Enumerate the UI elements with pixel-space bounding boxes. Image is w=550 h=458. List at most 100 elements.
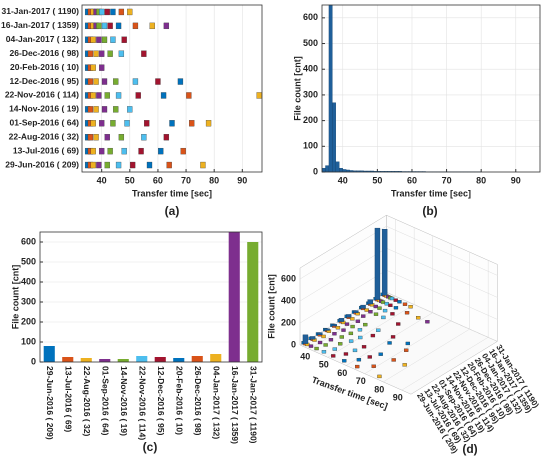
point bbox=[132, 78, 139, 85]
point bbox=[331, 354, 336, 358]
y-tick-label: 100 bbox=[303, 141, 318, 151]
point bbox=[348, 331, 354, 336]
bar bbox=[338, 318, 345, 322]
point bbox=[397, 300, 402, 304]
point bbox=[121, 36, 127, 43]
point bbox=[163, 22, 170, 30]
point bbox=[355, 364, 360, 369]
point bbox=[132, 22, 139, 30]
x-tick-label: 22-Nov-2016 ( 114) bbox=[138, 366, 148, 440]
point bbox=[107, 147, 113, 155]
point bbox=[350, 317, 355, 321]
point bbox=[87, 78, 94, 85]
point bbox=[373, 304, 378, 309]
point bbox=[393, 298, 398, 302]
point bbox=[341, 328, 346, 332]
x-tick-label: 50 bbox=[372, 175, 382, 185]
panel-label: (d) bbox=[462, 442, 477, 456]
bar bbox=[324, 328, 330, 331]
point bbox=[96, 161, 102, 169]
y-tick-label: 22-Aug-2016 ( 32) bbox=[9, 131, 80, 141]
y-tick-label: 04-Jan-2017 ( 132) bbox=[6, 34, 79, 44]
bar bbox=[173, 358, 185, 362]
point bbox=[99, 50, 105, 57]
x-tick-label: 22-Aug-2016 ( 32) bbox=[82, 366, 92, 437]
bar bbox=[210, 354, 222, 362]
point bbox=[384, 302, 389, 306]
bar bbox=[325, 165, 330, 173]
point bbox=[101, 106, 108, 113]
x-axis-label: Transfer time [sec] bbox=[391, 188, 471, 198]
point bbox=[93, 134, 99, 141]
bar bbox=[381, 229, 388, 296]
point bbox=[90, 36, 96, 43]
point bbox=[381, 315, 386, 320]
x-tick-label: 31-Jan-2017 ( 1190) bbox=[249, 366, 259, 444]
point bbox=[200, 161, 206, 169]
bar bbox=[302, 334, 309, 344]
y-tick-label: 16-Jan-2017 ( 1359) bbox=[1, 20, 79, 30]
y-tick-label: 200 bbox=[21, 316, 36, 326]
bar bbox=[43, 346, 55, 362]
x-tick-label: 70 bbox=[442, 175, 452, 185]
y-tick-label: 01-Sep-2016 ( 64) bbox=[10, 118, 80, 128]
x-tick-label: 80 bbox=[209, 175, 219, 185]
y-tick-label: 400 bbox=[21, 276, 36, 286]
bar bbox=[117, 359, 129, 362]
x-tick-label: 80 bbox=[374, 384, 384, 394]
y-tick-label: 29-Jun-2016 ( 209) bbox=[5, 159, 79, 169]
point bbox=[376, 328, 381, 332]
y-axis-label: File count [cnt] bbox=[292, 56, 302, 121]
point bbox=[160, 92, 167, 99]
point bbox=[342, 359, 347, 363]
point bbox=[163, 134, 170, 141]
point bbox=[107, 22, 113, 30]
point bbox=[332, 332, 337, 336]
panel-label: (c) bbox=[143, 440, 158, 454]
y-tick-label: 500 bbox=[21, 256, 36, 266]
x-tick-label: 50 bbox=[319, 360, 329, 370]
bar bbox=[360, 304, 366, 309]
point bbox=[317, 340, 323, 345]
y-tick-label: 26-Dec-2016 ( 98) bbox=[10, 48, 80, 58]
point bbox=[415, 316, 421, 320]
point bbox=[177, 78, 184, 85]
point bbox=[328, 338, 334, 342]
point bbox=[402, 302, 408, 306]
point bbox=[186, 92, 192, 99]
bar bbox=[62, 357, 74, 362]
z-tick-label: 0 bbox=[291, 339, 296, 349]
bar bbox=[317, 332, 323, 336]
point bbox=[99, 64, 105, 71]
z-tick-label: 600 bbox=[281, 273, 296, 283]
point bbox=[90, 161, 96, 169]
y-tick-label: 22-Nov-2016 ( 114) bbox=[5, 90, 79, 100]
point bbox=[335, 326, 341, 330]
point bbox=[408, 305, 413, 309]
x-tick-label: 80 bbox=[476, 175, 486, 185]
point bbox=[377, 374, 382, 379]
bar bbox=[247, 242, 259, 362]
point bbox=[367, 355, 372, 359]
bar bbox=[136, 356, 148, 362]
bar bbox=[367, 299, 373, 305]
y-tick-label: 0 bbox=[313, 166, 318, 176]
bar bbox=[339, 167, 343, 173]
point bbox=[387, 341, 392, 345]
y-tick-label: 300 bbox=[303, 89, 318, 99]
point bbox=[390, 335, 396, 339]
x-tick-label: 20-Feb-2016 ( 10) bbox=[175, 366, 185, 435]
plot-area bbox=[321, 4, 541, 173]
point bbox=[393, 306, 399, 310]
point bbox=[101, 78, 108, 85]
x-tick-label: 14-Nov-2016 ( 19) bbox=[119, 366, 129, 436]
point bbox=[93, 78, 99, 85]
point bbox=[87, 106, 94, 113]
point bbox=[382, 308, 388, 313]
bar bbox=[331, 324, 337, 327]
y-tick-label: 31-Jan-2017 ( 1190) bbox=[2, 6, 80, 16]
point bbox=[104, 92, 110, 99]
point bbox=[127, 8, 133, 16]
point bbox=[141, 50, 147, 57]
